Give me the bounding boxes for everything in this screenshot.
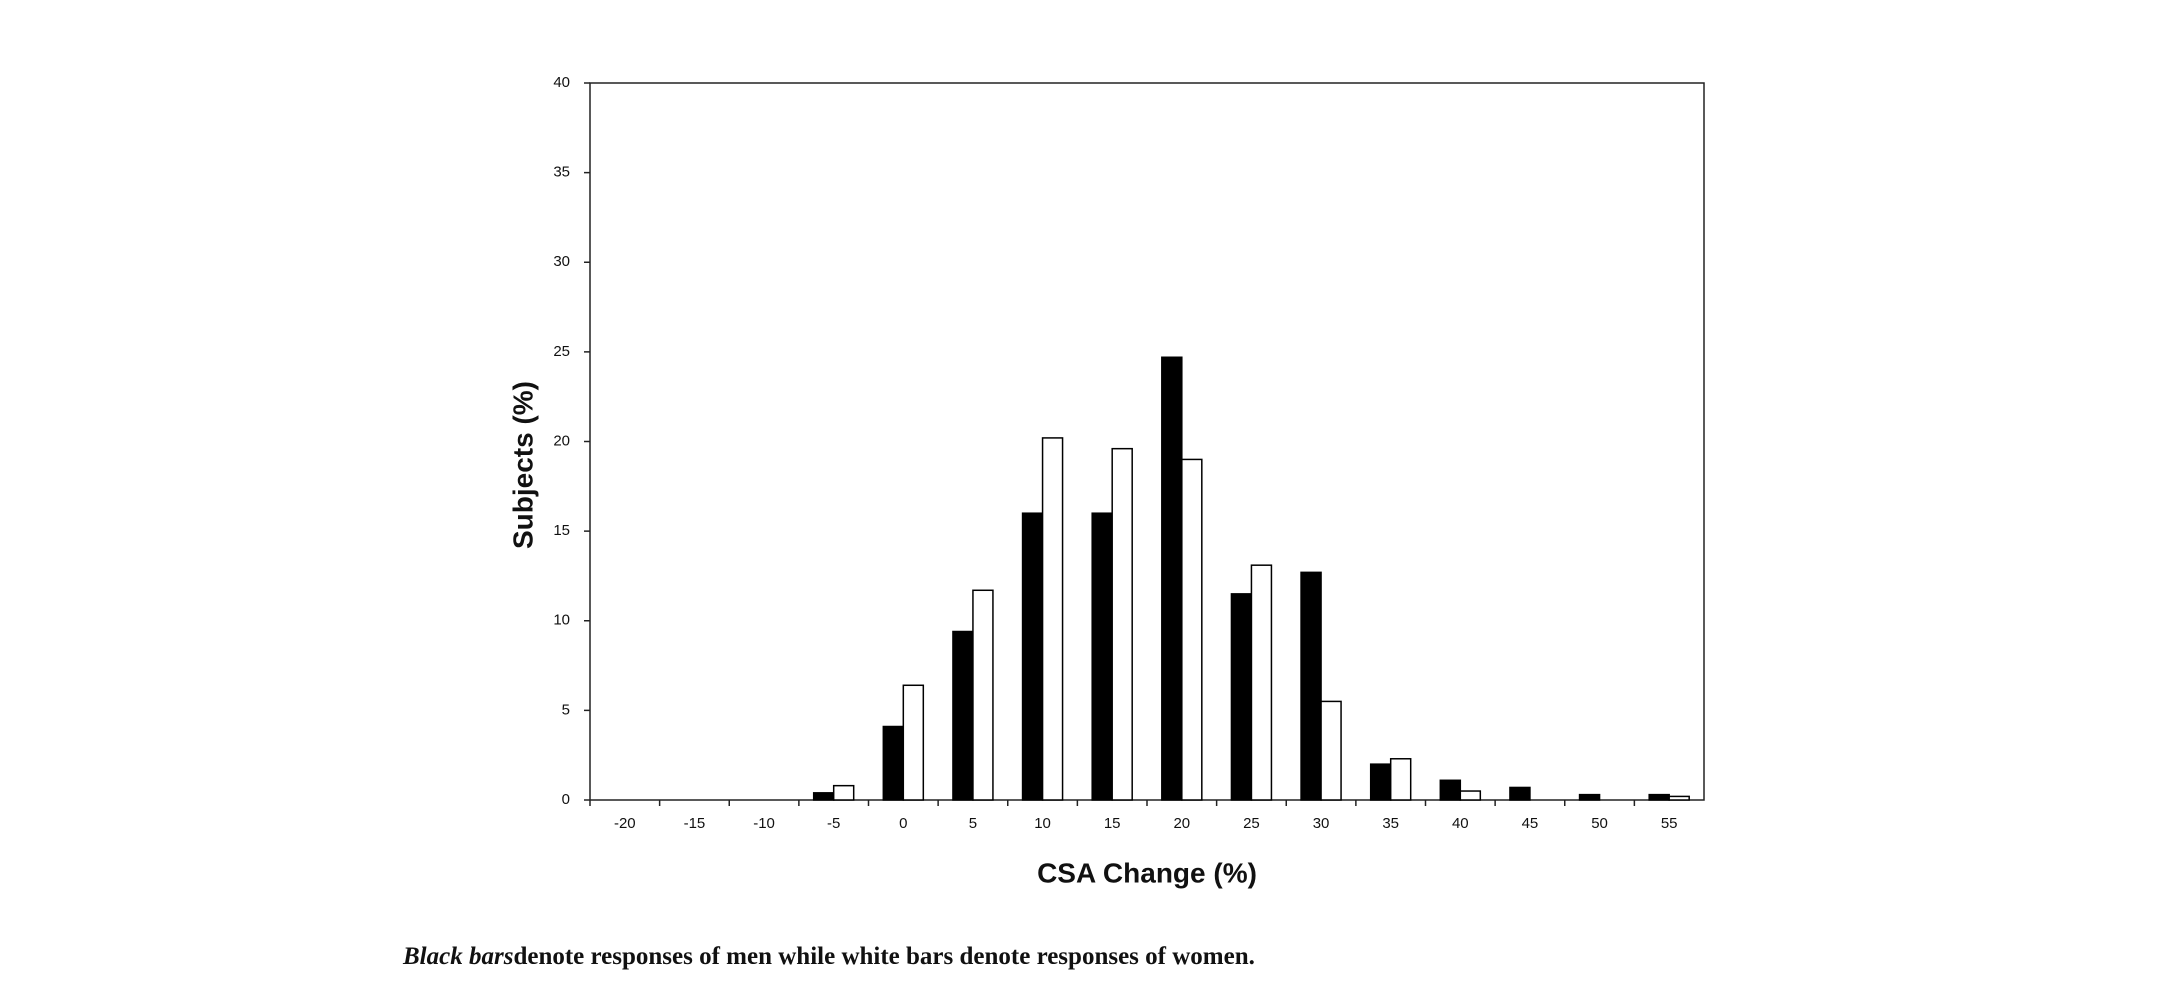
x-tick-label: 45 bbox=[1522, 815, 1539, 832]
x-tick-label: -5 bbox=[827, 815, 840, 832]
bar bbox=[1111, 447, 1133, 801]
x-tick-label: -20 bbox=[614, 815, 636, 832]
x-tick-label: 55 bbox=[1661, 815, 1678, 832]
bar bbox=[1439, 779, 1462, 801]
y-tick-label: 0 bbox=[562, 791, 570, 808]
y-axis-title: Subjects (%) bbox=[507, 381, 538, 549]
y-tick-label: 20 bbox=[553, 432, 570, 449]
bar bbox=[952, 630, 974, 801]
bar bbox=[1369, 763, 1392, 801]
x-tick-label: 0 bbox=[899, 815, 907, 832]
caption: Black barsdenote responses of men while … bbox=[402, 943, 1255, 970]
x-tick-label: 30 bbox=[1313, 815, 1330, 832]
plot-frame bbox=[589, 82, 1705, 801]
x-tick-label: 35 bbox=[1382, 815, 1399, 832]
bar bbox=[1161, 356, 1183, 801]
bar bbox=[882, 725, 905, 801]
x-tick-label: 50 bbox=[1591, 815, 1608, 832]
bar bbox=[1230, 593, 1253, 801]
y-tick-label: 30 bbox=[553, 253, 570, 270]
y-tick-label: 10 bbox=[553, 612, 570, 629]
bar bbox=[1181, 458, 1203, 801]
y-tick-label: 25 bbox=[553, 343, 570, 360]
bar bbox=[902, 684, 925, 801]
bar bbox=[1021, 512, 1044, 801]
bar bbox=[1389, 758, 1412, 801]
bar bbox=[1300, 571, 1322, 801]
caption-emphasis: Black bars bbox=[402, 943, 513, 970]
bar bbox=[832, 784, 855, 801]
x-tick-label: -15 bbox=[684, 815, 706, 832]
bar bbox=[1320, 700, 1342, 801]
bar bbox=[1578, 793, 1601, 801]
y-tick-label: 40 bbox=[553, 74, 570, 91]
bar bbox=[1648, 793, 1670, 801]
bar bbox=[812, 792, 835, 801]
x-tick-label: 10 bbox=[1034, 815, 1051, 832]
x-tick-label: -10 bbox=[753, 815, 775, 832]
x-axis-title: CSA Change (%) bbox=[1037, 857, 1257, 888]
x-tick-label: 40 bbox=[1452, 815, 1469, 832]
bar bbox=[1509, 786, 1531, 801]
y-tick-label: 5 bbox=[562, 701, 570, 718]
x-tick-label: 15 bbox=[1104, 815, 1121, 832]
y-tick-label: 15 bbox=[553, 522, 570, 539]
bar bbox=[1091, 512, 1113, 801]
bar bbox=[972, 589, 994, 801]
bar bbox=[1668, 795, 1690, 801]
y-tick-label: 35 bbox=[553, 164, 570, 181]
bar bbox=[1250, 564, 1273, 801]
x-tick-label: 5 bbox=[969, 815, 977, 832]
x-tick-label: 25 bbox=[1243, 815, 1260, 832]
bar bbox=[1041, 437, 1064, 801]
bar bbox=[1459, 790, 1482, 801]
x-tick-label: 20 bbox=[1173, 815, 1190, 832]
caption-text: denote responses of men while white bars… bbox=[513, 943, 1254, 970]
